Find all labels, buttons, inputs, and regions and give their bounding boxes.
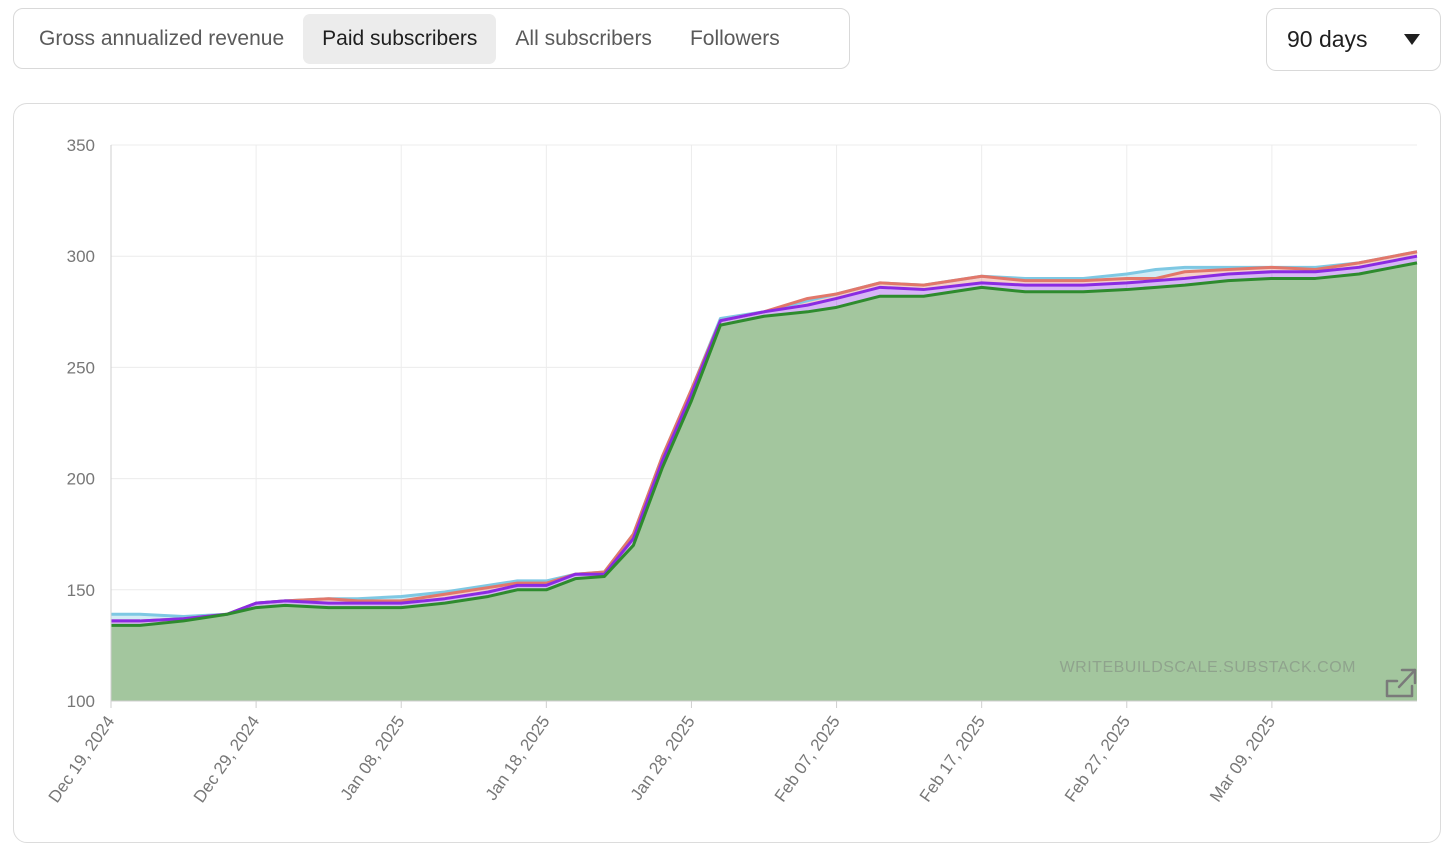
x-tick-label: Jan 18, 2025 (482, 712, 554, 803)
series-line (111, 261, 1418, 627)
y-tick-label: 200 (67, 470, 95, 489)
tab-followers[interactable]: Followers (689, 26, 780, 50)
x-tick-label: Jan 28, 2025 (627, 712, 699, 803)
x-tick-label: Jan 08, 2025 (337, 712, 409, 803)
x-tick-label: Mar 09, 2025 (1206, 712, 1279, 805)
series-line (111, 250, 1418, 623)
metric-tabs: Gross annualized revenue Paid subscriber… (13, 8, 850, 69)
tab-paid-subscribers[interactable]: Paid subscribers (303, 13, 497, 64)
y-tick-label: 300 (67, 247, 95, 266)
x-tick-label: Dec 19, 2024 (45, 712, 119, 806)
tab-all-subscribers[interactable]: All subscribers (515, 26, 652, 50)
series-line (111, 254, 1418, 623)
time-range-dropdown[interactable]: 90 days (1266, 8, 1441, 71)
external-link-icon[interactable] (1385, 668, 1417, 698)
tab-gross-annualized-revenue[interactable]: Gross annualized revenue (39, 26, 285, 50)
watermark-text: WRITEBUILDSCALE.SUBSTACK.COM (1060, 659, 1356, 676)
area-fill (111, 262, 1417, 701)
y-tick-label: 100 (67, 692, 95, 711)
y-tick-label: 250 (67, 358, 95, 377)
y-tick-label: 350 (67, 136, 95, 155)
y-tick-label: 150 (67, 581, 95, 600)
caret-down-icon (1404, 34, 1420, 45)
x-tick-label: Dec 29, 2024 (190, 712, 264, 806)
subscribers-chart: 100 150 200 250 300 350 Dec 19, 2024 Dec 29, 20… (45, 136, 1418, 806)
x-tick-label: Feb 07, 2025 (771, 712, 844, 805)
chart-card: 100 150 200 250 300 350 Dec 19, 2024 Dec 29, 20… (13, 103, 1441, 843)
x-tick-label: Feb 27, 2025 (1061, 712, 1134, 805)
time-range-label: 90 days (1287, 26, 1368, 52)
x-tick-label: Feb 17, 2025 (916, 712, 989, 805)
